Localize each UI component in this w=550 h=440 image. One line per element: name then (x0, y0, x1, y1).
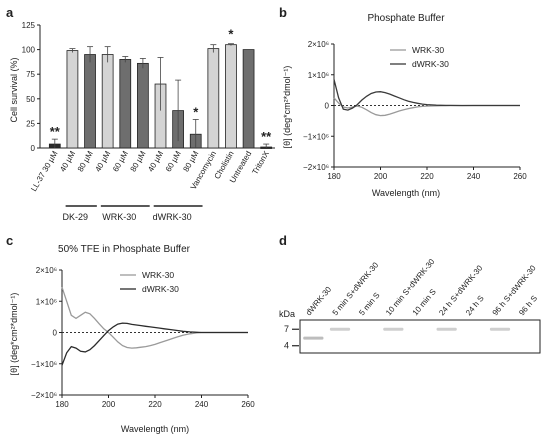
c-series-line (61, 286, 248, 349)
bar (101, 54, 114, 149)
panel-label-a: a (6, 5, 14, 20)
panel-label-d: d (279, 233, 287, 248)
a-ytick-label: 125 (22, 21, 36, 30)
c-ytick-label: 1×10⁶ (36, 297, 57, 306)
bar (242, 49, 255, 149)
c-xtick-label: 240 (195, 400, 209, 409)
c-ytick-label: 0 (53, 329, 58, 338)
lane-label: dWRK-30 (304, 285, 334, 318)
c-legend-label: WRK-30 (142, 270, 174, 280)
bar (66, 50, 79, 149)
c-ytick-label: −2×10⁶ (31, 391, 57, 400)
a-ytick-label: 100 (22, 46, 36, 55)
gel-band (329, 327, 351, 331)
a-ylabel: Cell survival (%) (9, 57, 19, 122)
gel-band (383, 327, 404, 331)
c-series-line (61, 322, 248, 366)
b-xtick-label: 180 (327, 172, 341, 181)
b-ytick-label: −1×10⁶ (303, 132, 329, 141)
b-ytick-label: 0 (325, 102, 330, 111)
a-ytick-label: 25 (26, 119, 35, 128)
b-legend-label: WRK-30 (412, 45, 444, 55)
group-label: DK-29 (62, 212, 88, 222)
lane-label: 5 min S (357, 291, 381, 318)
lane-label: 10 min S (411, 287, 438, 317)
b-series-line (333, 79, 520, 111)
group-label: dWRK-30 (153, 212, 192, 222)
c-xtick-label: 220 (148, 400, 162, 409)
b-ytick-label: 2×10⁶ (308, 40, 329, 49)
bar (137, 62, 149, 149)
marker-label: 4 (284, 341, 289, 351)
a-category-label: TritonX (250, 149, 271, 176)
gel-band (303, 336, 324, 340)
b-ylabel: [θ] (deg*cm²*dmol⁻¹) (282, 66, 292, 149)
c-ytick-label: 2×10⁶ (36, 266, 57, 275)
lane-label: 96 h S (517, 294, 539, 318)
marker-label: 7 (284, 324, 289, 334)
bar (225, 44, 237, 149)
c-ytick-label: −1×10⁶ (31, 360, 57, 369)
group-label: WRK-30 (102, 212, 136, 222)
gel-band (436, 327, 457, 331)
gel-band (489, 327, 511, 331)
c-title: 50% TFE in Phosphate Buffer (58, 244, 191, 255)
panel-c-line-chart: 50% TFE in Phosphate Buffer Wavelength (… (9, 244, 255, 434)
a-ytick-label: 75 (26, 70, 35, 79)
b-xtick-label: 200 (374, 172, 388, 181)
c-legend-label: dWRK-30 (142, 284, 179, 294)
c-xtick-label: 200 (102, 400, 116, 409)
panel-label-b: b (279, 5, 287, 20)
panel-b-line-chart: Phosphate Buffer Wavelength (nm) [θ] (de… (282, 13, 527, 198)
lane-label: 5 min S+dWRK-30 (331, 260, 381, 317)
b-title: Phosphate Buffer (367, 13, 445, 24)
lane-label: 10 min S+dWRK-30 (384, 257, 437, 318)
c-xtick-label: 260 (241, 400, 255, 409)
gel-kda-label: kDa (279, 309, 295, 319)
b-legend-label: dWRK-30 (412, 59, 449, 69)
a-category-label: 40 µM (58, 149, 77, 173)
c-xlabel: Wavelength (nm) (121, 424, 189, 434)
a-category-label: 60 µM (111, 149, 130, 173)
bar (84, 54, 96, 149)
bar (119, 59, 132, 149)
panel-label-c: c (6, 233, 13, 248)
b-xtick-label: 260 (513, 172, 527, 181)
significance-marker: ** (261, 129, 272, 144)
b-ytick-label: 1×10⁶ (308, 71, 329, 80)
a-category-label: 40 µM (93, 149, 112, 173)
a-category-label: 80 µM (76, 149, 95, 173)
b-xtick-label: 220 (420, 172, 434, 181)
gel-image (299, 319, 541, 354)
lane-label: 24 h S (464, 294, 486, 318)
significance-marker: * (228, 27, 234, 42)
b-ytick-label: −2×10⁶ (303, 163, 329, 172)
b-xlabel: Wavelength (nm) (372, 188, 440, 198)
bar (207, 48, 220, 149)
significance-marker: ** (50, 124, 61, 139)
b-xtick-label: 240 (467, 172, 481, 181)
a-ytick-label: 50 (26, 95, 35, 104)
a-category-label: 60 µM (164, 149, 183, 173)
a-category-label: LL-37 30 µM (29, 149, 60, 193)
a-category-label: 80 µM (129, 149, 148, 173)
a-category-label: 40 µM (146, 149, 165, 173)
a-ytick-label: 0 (31, 144, 36, 153)
significance-marker: * (193, 104, 199, 119)
c-xtick-label: 180 (55, 400, 69, 409)
c-ylabel: [θ] (deg*cm²*dmol⁻¹) (9, 293, 19, 376)
